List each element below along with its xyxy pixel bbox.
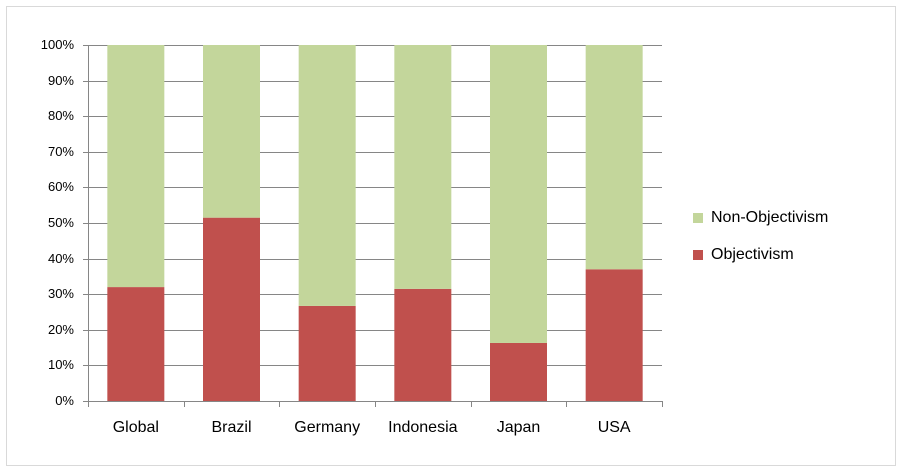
bar-segment: [298, 305, 356, 401]
bar-segment: [585, 269, 643, 401]
y-tick-label: 90%: [48, 73, 74, 88]
x-tick-label: Indonesia: [388, 419, 457, 436]
y-tick-label: 10%: [48, 357, 74, 372]
y-tick-label: 70%: [48, 144, 74, 159]
bar-segment: [203, 217, 260, 401]
x-tick-label: Japan: [497, 419, 541, 436]
bar-segment: [107, 45, 165, 288]
legend-swatch: [693, 250, 703, 260]
bar-segment: [107, 287, 165, 401]
bar-segment: [394, 45, 452, 289]
y-tick-label: 30%: [48, 286, 74, 301]
y-tick-label: 40%: [48, 251, 74, 266]
bar-segment: [490, 45, 547, 343]
bar-segment: [490, 342, 547, 401]
x-tick-label: USA: [598, 419, 631, 436]
legend-swatch: [693, 213, 703, 223]
legend-label: Non-Objectivism: [711, 209, 828, 226]
y-tick-label: 100%: [41, 37, 75, 52]
bar-segment: [298, 45, 356, 306]
y-tick-label: 20%: [48, 322, 74, 337]
x-tick-label: Global: [113, 419, 159, 436]
y-tick-label: 80%: [48, 108, 74, 123]
y-tick-label: 60%: [48, 179, 74, 194]
x-tick-label: Germany: [294, 419, 360, 436]
bar-segment: [585, 45, 643, 270]
x-tick-label: Brazil: [211, 419, 251, 436]
bar-segment: [203, 45, 260, 218]
legend-label: Objectivism: [711, 246, 794, 263]
y-tick-label: 50%: [48, 215, 74, 230]
bar-segment: [394, 288, 452, 401]
y-tick-label: 0%: [55, 393, 74, 408]
